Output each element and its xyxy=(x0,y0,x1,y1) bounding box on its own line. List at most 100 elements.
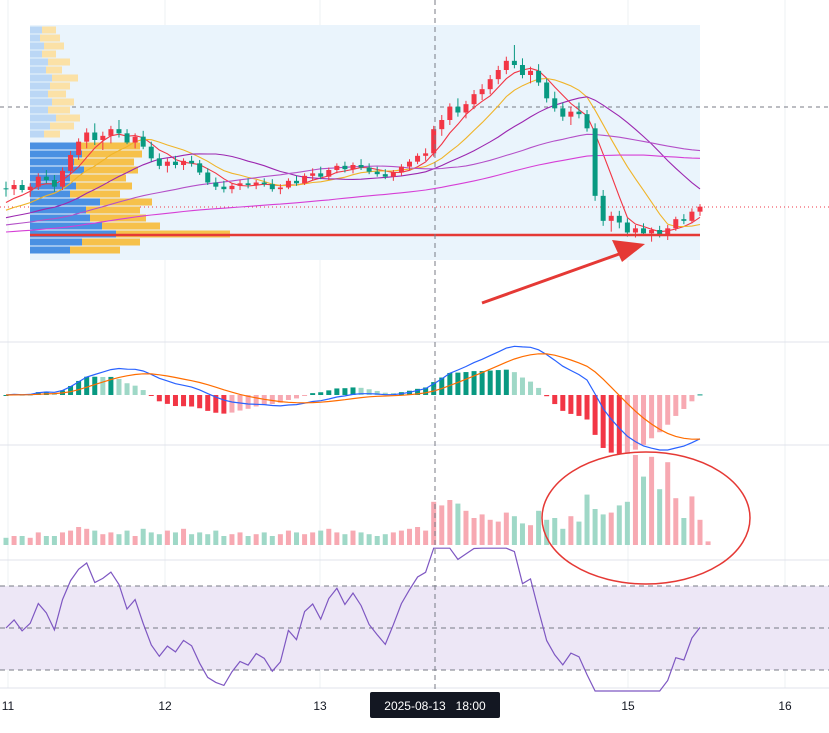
candle-body xyxy=(11,185,17,190)
volume-bar xyxy=(649,456,655,545)
volume-bar xyxy=(544,519,550,545)
volume-bar xyxy=(511,516,517,545)
candle-body xyxy=(189,160,195,164)
volume-bar xyxy=(310,532,316,545)
profile-bar-sell xyxy=(52,74,78,82)
candle-body xyxy=(495,70,501,80)
volume-bar xyxy=(148,532,154,545)
candle-body xyxy=(366,167,372,172)
profile-bar-buy xyxy=(30,238,82,246)
macd-histogram-bar xyxy=(213,395,219,413)
candle-body xyxy=(59,170,65,187)
candle-body xyxy=(689,211,695,221)
ma-line-20 xyxy=(5,96,701,219)
macd-histogram-bar xyxy=(132,385,138,395)
candle-body xyxy=(423,153,429,156)
profile-bar-buy xyxy=(30,142,78,150)
crosshair-time-label-bg xyxy=(370,692,500,718)
time-axis[interactable]: 11 12 13 15 16 2025-08-13 18:00 xyxy=(2,692,792,718)
profile-bar-buy xyxy=(30,198,100,206)
macd-histogram-bar xyxy=(511,372,517,395)
profile-bar-sell xyxy=(42,26,56,34)
macd-pane[interactable] xyxy=(3,345,703,455)
candle-body xyxy=(318,173,324,177)
candle-body xyxy=(84,132,90,142)
candle-body xyxy=(229,185,235,190)
x-tick-15: 15 xyxy=(621,699,635,713)
volume-bar xyxy=(132,536,138,545)
profile-bar-buy xyxy=(30,246,70,254)
profile-bar-sell xyxy=(74,158,134,166)
profile-bar-sell xyxy=(50,122,74,130)
volume-bar xyxy=(35,532,41,545)
candle-body xyxy=(632,228,638,233)
profile-bar-sell xyxy=(52,98,74,106)
volume-bar xyxy=(608,512,614,545)
volume-bar xyxy=(689,496,695,545)
candle-body xyxy=(406,161,412,167)
candle-body xyxy=(519,65,525,75)
volume-bar xyxy=(334,532,340,545)
macd-histogram-bar xyxy=(294,395,300,399)
candle-body xyxy=(19,185,25,190)
volume-bar xyxy=(3,537,9,545)
volume-bar xyxy=(205,534,211,545)
macd-histogram-bar xyxy=(140,390,146,395)
candle-body xyxy=(576,111,582,115)
macd-histogram-bar xyxy=(673,395,679,416)
macd-histogram-bar xyxy=(366,389,372,395)
candle-body xyxy=(100,135,106,140)
candle-body xyxy=(68,155,74,171)
candle-body xyxy=(528,70,534,75)
macd-histogram-bar xyxy=(92,376,98,395)
volume-bar xyxy=(592,509,598,545)
candle-body xyxy=(439,120,445,130)
volume-bar xyxy=(76,527,82,545)
macd-histogram-bar xyxy=(253,395,259,407)
candle-body xyxy=(205,172,211,183)
volume-bar xyxy=(181,528,187,545)
candle-body xyxy=(302,175,308,184)
candle-body xyxy=(358,165,364,168)
volume-bar xyxy=(431,501,437,545)
macd-histogram-bar xyxy=(519,377,525,395)
macd-histogram-bar xyxy=(624,395,630,454)
macd-histogram-bar xyxy=(382,392,388,395)
arrow-head xyxy=(612,240,645,262)
volume-bar xyxy=(116,534,122,545)
volume-bar xyxy=(100,534,106,545)
candle-body xyxy=(261,182,267,185)
rsi-pane[interactable] xyxy=(0,547,829,692)
profile-bar-buy xyxy=(30,42,44,50)
macd-histogram-bar xyxy=(665,395,671,425)
candle-body xyxy=(382,174,388,177)
volume-pane[interactable] xyxy=(3,451,751,585)
macd-histogram-bar xyxy=(552,395,558,405)
price-pane[interactable] xyxy=(0,25,829,305)
x-tick-12: 12 xyxy=(158,699,172,713)
candle-body xyxy=(487,79,493,90)
candle-body xyxy=(294,180,300,184)
profile-bar-sell xyxy=(46,66,62,74)
macd-line xyxy=(5,345,701,451)
macd-histogram-bar xyxy=(608,395,614,453)
profile-bar-buy xyxy=(30,74,52,82)
candle-body xyxy=(253,182,259,185)
candle-body xyxy=(697,206,703,212)
candle-body xyxy=(35,176,41,187)
volume-bar xyxy=(350,530,356,545)
profile-bar-buy xyxy=(30,114,56,122)
signal-line xyxy=(5,353,701,440)
macd-histogram-bar xyxy=(108,376,114,395)
macd-histogram-bar xyxy=(632,395,638,450)
macd-histogram-bar xyxy=(3,395,9,396)
candle-body xyxy=(552,98,558,109)
candle-body xyxy=(197,163,203,173)
candle-body xyxy=(269,184,275,190)
volume-bar xyxy=(673,498,679,545)
annotation-arrow[interactable] xyxy=(481,240,645,305)
volume-bar xyxy=(245,536,251,545)
annotation-ellipse[interactable] xyxy=(541,451,751,585)
candle-body xyxy=(237,183,243,186)
